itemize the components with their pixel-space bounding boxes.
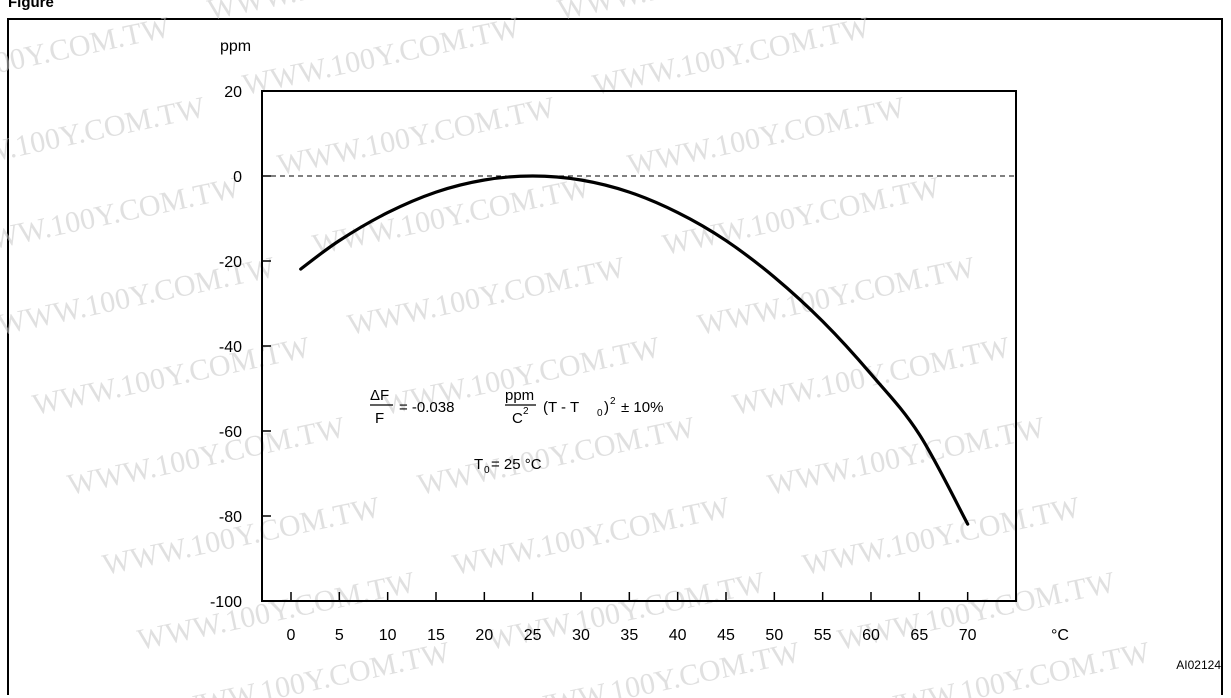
figure-caption-strip: Figure xyxy=(0,0,1231,18)
y-tick-label: -40 xyxy=(219,339,242,356)
x-tick-label: 30 xyxy=(572,627,590,644)
watermark-text: WWW.100Y.COM.TW xyxy=(135,566,419,657)
watermark-text: WWW.100Y.COM.TW xyxy=(30,331,314,422)
y-tick-label: -20 xyxy=(219,254,242,271)
x-tick-label: 25 xyxy=(524,627,542,644)
watermark-text: WWW.100Y.COM.TW xyxy=(765,411,1049,502)
y-tick-label: -80 xyxy=(219,509,242,526)
watermark-text: WWW.100Y.COM.TW xyxy=(555,0,839,27)
y-axis-ticks: 20 0 -20 -40 -60 -80 -100 xyxy=(210,84,271,611)
y-tick-label: -100 xyxy=(210,594,242,611)
watermark-text: WWW.100Y.COM.TW xyxy=(870,636,1154,698)
watermark-text: WWW.100Y.COM.TW xyxy=(800,491,1084,582)
equation-term-exponent: 2 xyxy=(610,396,616,407)
x-tick-label: 55 xyxy=(814,627,832,644)
equation-unit-denominator-exponent: 2 xyxy=(523,406,529,417)
figure-id-label: AI02124 xyxy=(1176,658,1221,672)
x-tick-label: 20 xyxy=(475,627,493,644)
x-tick-label: 45 xyxy=(717,627,735,644)
equation-annotation: ΔF F = -0.038 ppm C 2 (T - T 0 ) 2 ± 10%… xyxy=(370,387,663,476)
watermark-text: WWW.100Y.COM.TW xyxy=(240,11,524,102)
watermark-text: WWW.100Y.COM.TW xyxy=(450,491,734,582)
watermark-text: WWW.100Y.COM.TW xyxy=(660,171,944,262)
watermark-text: WWW.100Y.COM.TW xyxy=(625,91,909,182)
equation-lhs-denominator: F xyxy=(375,410,384,427)
watermark-text: WWW.100Y.COM.TW xyxy=(170,636,454,698)
x-axis-label: °C xyxy=(1051,627,1069,644)
x-tick-label: 5 xyxy=(335,627,344,644)
t0-value: = 25 °C xyxy=(491,456,542,473)
y-tick-label: 0 xyxy=(233,169,242,186)
watermark-text: WWW.100Y.COM.TW xyxy=(520,636,804,698)
equation-unit-numerator: ppm xyxy=(505,387,534,404)
watermark-text: WWW.100Y.COM.TW xyxy=(590,11,874,102)
x-tick-label: 0 xyxy=(287,627,296,644)
y-tick-label: 20 xyxy=(224,84,242,101)
watermark-text: WWW.100Y.COM.TW xyxy=(345,251,629,342)
watermark-text: WWW.100Y.COM.TW xyxy=(415,411,699,502)
watermark-text: WWW.100Y.COM.TW xyxy=(100,491,384,582)
series-line xyxy=(299,174,970,526)
t0-prefix: T xyxy=(474,456,483,473)
x-tick-label: 65 xyxy=(910,627,928,644)
x-axis-ticks: 0 5 10 15 20 25 30 35 40 45 50 55 60 65 70 xyxy=(287,592,977,644)
equation-term-close: ) xyxy=(604,399,609,416)
x-tick-label: 35 xyxy=(620,627,638,644)
x-tick-label: 40 xyxy=(669,627,687,644)
x-tick-label: 10 xyxy=(379,627,397,644)
watermark-text: WWW.100Y.COM.TW xyxy=(0,11,173,102)
y-tick-label: -60 xyxy=(219,424,242,441)
equation-term: (T - T xyxy=(543,399,579,416)
equation-tolerance: ± 10% xyxy=(621,399,663,416)
watermark-text: WWW.100Y.COM.TW xyxy=(695,251,979,342)
x-tick-label: 60 xyxy=(862,627,880,644)
watermark-text: WWW.100Y.COM.TW xyxy=(310,171,594,262)
equation-term-subscript: 0 xyxy=(597,408,603,419)
watermark-layer: WWW.100Y.COM.TW WWW.100Y.COM.TW WWW.100Y.C… xyxy=(0,0,1153,698)
equation-unit-denominator: C xyxy=(512,410,523,427)
watermark-text: WWW.100Y.COM.TW xyxy=(0,91,208,182)
equation-coefficient: = -0.038 xyxy=(399,399,454,416)
watermark-text: WWW.100Y.COM.TW xyxy=(65,411,349,502)
x-tick-label: 15 xyxy=(427,627,445,644)
x-tick-label: 50 xyxy=(765,627,783,644)
x-tick-label: 70 xyxy=(959,627,977,644)
watermark-text: WWW.100Y.COM.TW xyxy=(275,91,559,182)
figure-caption-fragment: Figure xyxy=(8,0,54,11)
y-axis-label: ppm xyxy=(220,38,251,55)
watermark-text: WWW.100Y.COM.TW xyxy=(0,171,243,262)
t0-subscript: 0 xyxy=(484,465,490,476)
figure-frame xyxy=(7,18,1223,695)
watermark-text: WWW.100Y.COM.TW xyxy=(205,0,489,27)
equation-lhs-numerator: ΔF xyxy=(370,387,389,404)
